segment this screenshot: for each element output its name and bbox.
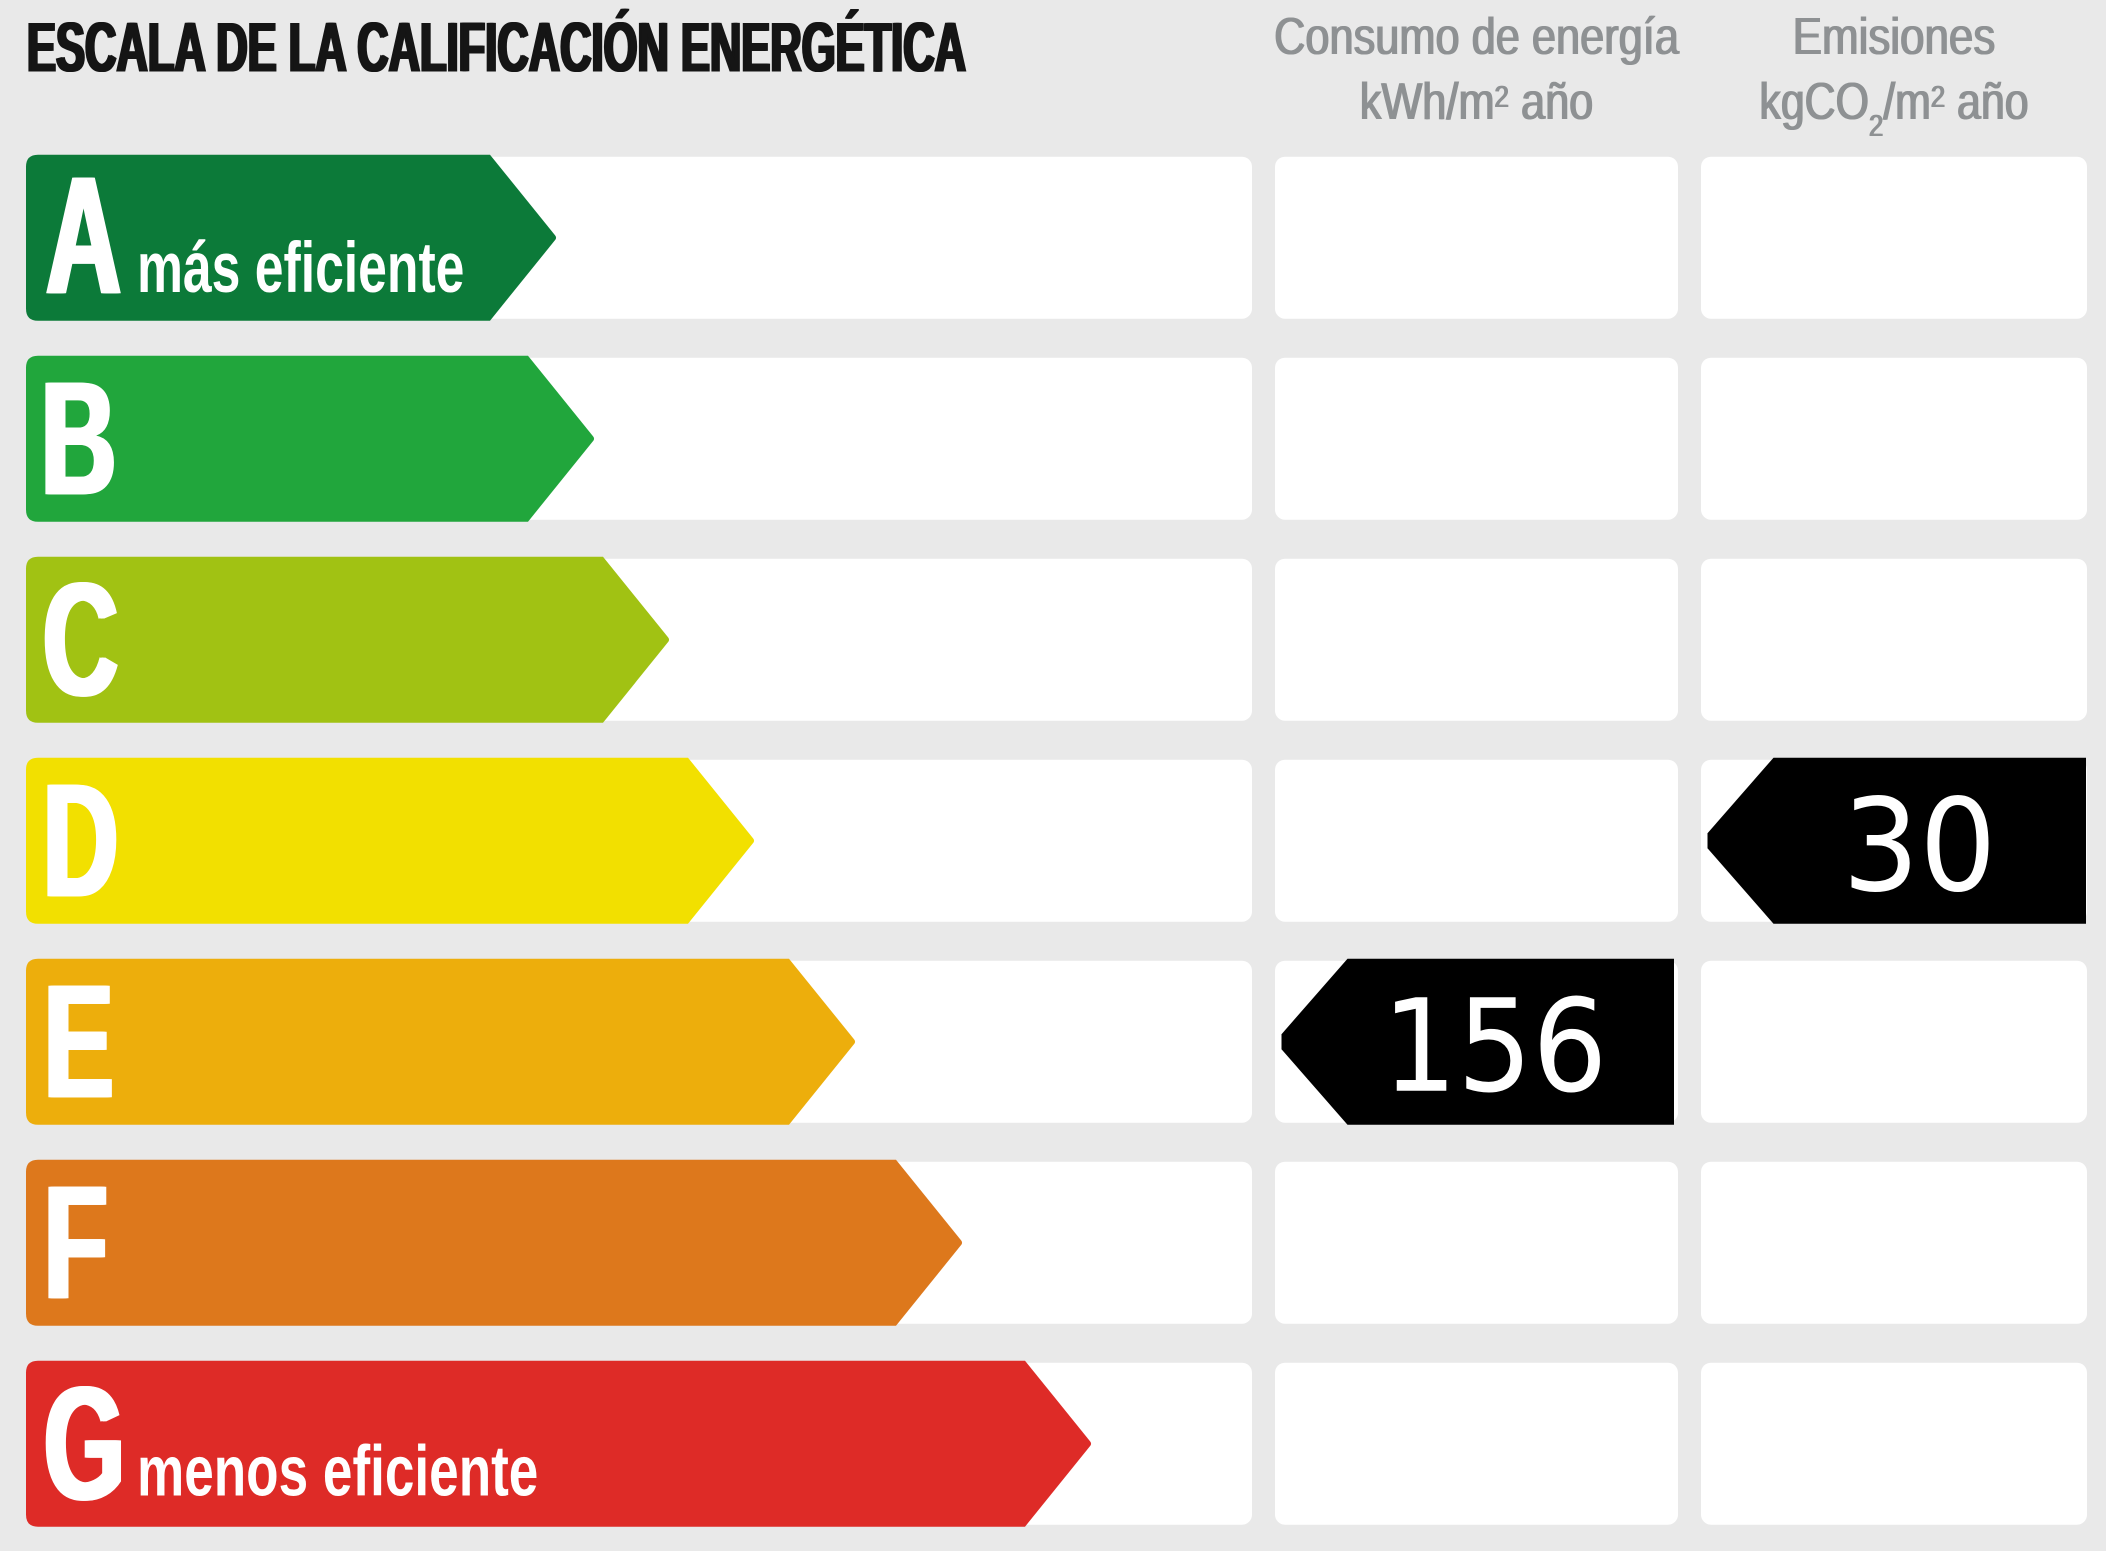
svg-text:A: A — [47, 142, 122, 330]
svg-text:G: G — [43, 1353, 124, 1534]
svg-text:B: B — [41, 348, 116, 529]
svg-text:Emisiones: Emisiones — [1792, 8, 1995, 66]
svg-text:E: E — [45, 951, 114, 1132]
svg-text:A: A — [46, 142, 121, 330]
svg-text:B: B — [40, 348, 115, 529]
svg-text:D: D — [40, 750, 115, 931]
svg-text:ESCALA DE LA CALIFICACIÓN ENER: ESCALA DE LA CALIFICACIÓN ENERGÉTICA — [26, 8, 965, 87]
svg-text:ESCALA DE LA CALIFICACIÓN ENER: ESCALA DE LA CALIFICACIÓN ENERGÉTICA — [28, 8, 967, 87]
svg-text:F: F — [41, 1152, 105, 1333]
svg-text:B: B — [44, 348, 119, 529]
svg-text:G: G — [47, 1353, 128, 1534]
svg-text:C: C — [40, 549, 115, 730]
svg-text:B: B — [38, 348, 113, 529]
svg-text:G: G — [41, 1353, 122, 1534]
svg-text:C: C — [44, 549, 119, 730]
svg-text:Consumo de energía: Consumo de energía — [1273, 9, 1678, 67]
svg-text:G: G — [45, 1353, 126, 1534]
svg-text:D: D — [44, 750, 119, 931]
svg-text:E: E — [44, 951, 113, 1132]
svg-text:D: D — [42, 750, 117, 931]
svg-text:D: D — [46, 750, 121, 931]
svg-text:Emisiones: Emisiones — [1793, 8, 1996, 66]
svg-text:C: C — [43, 549, 118, 730]
svg-text:E: E — [41, 951, 110, 1132]
svg-text:G: G — [44, 1353, 125, 1534]
svg-text:A: A — [45, 142, 120, 330]
svg-text:Consumo de energía: Consumo de energía — [1275, 9, 1680, 67]
svg-text:F: F — [44, 1152, 108, 1333]
svg-text:A: A — [44, 142, 119, 330]
svg-text:E: E — [43, 951, 112, 1132]
svg-text:más eficiente: más eficiente — [137, 229, 464, 308]
svg-text:F: F — [43, 1152, 107, 1333]
svg-text:F: F — [47, 1152, 111, 1333]
svg-text:A: A — [48, 142, 123, 330]
svg-text:kWh/m2 año: kWh/m2 año — [1359, 73, 1593, 131]
svg-text:C: C — [46, 549, 121, 730]
svg-text:D: D — [43, 750, 118, 931]
svg-text:C: C — [42, 549, 117, 730]
svg-text:E: E — [47, 951, 116, 1132]
svg-text:F: F — [45, 1152, 109, 1333]
svg-text:kWh/m2 año: kWh/m2 año — [1360, 73, 1594, 131]
svg-text:menos eficiente: menos eficiente — [137, 1432, 538, 1511]
svg-text:ESCALA DE LA CALIFICACIÓN ENER: ESCALA DE LA CALIFICACIÓN ENERGÉTICA — [27, 8, 966, 87]
svg-text:B: B — [42, 348, 117, 529]
